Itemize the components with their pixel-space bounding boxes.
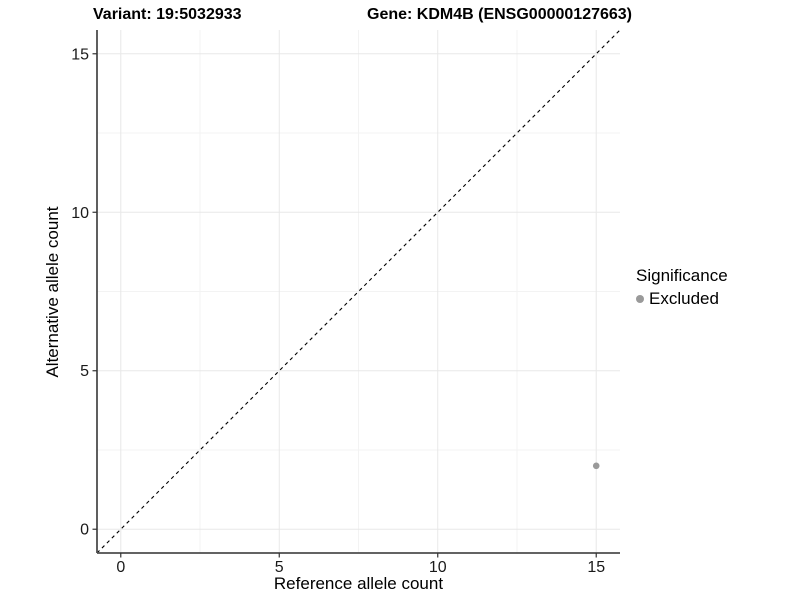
x-tick-label: 0 (116, 559, 125, 576)
legend-point-icon (636, 295, 644, 303)
x-axis-label: Reference allele count (273, 574, 444, 593)
plot-title-variant: Variant: 19:5032933 (93, 6, 242, 23)
x-tick-label: 10 (429, 559, 447, 576)
x-tick-label: 5 (275, 559, 284, 576)
y-tick-label: 5 (80, 363, 89, 380)
legend-item-excluded: Excluded (636, 289, 728, 309)
plot-title-gene: Gene: KDM4B (ENSG00000127663) (367, 6, 633, 23)
data-point (592, 462, 600, 470)
y-axis-label: Alternative allele count (43, 206, 62, 378)
x-tick-label: 15 (587, 559, 605, 576)
legend-title: Significance (636, 266, 728, 285)
legend: Significance Excluded (636, 265, 728, 309)
y-tick-label: 15 (71, 46, 89, 63)
identity-dashed-line (96, 29, 621, 554)
y-tick-label: 10 (71, 205, 89, 222)
legend-item-label: Excluded (649, 289, 719, 308)
y-tick-label: 0 (80, 522, 89, 539)
